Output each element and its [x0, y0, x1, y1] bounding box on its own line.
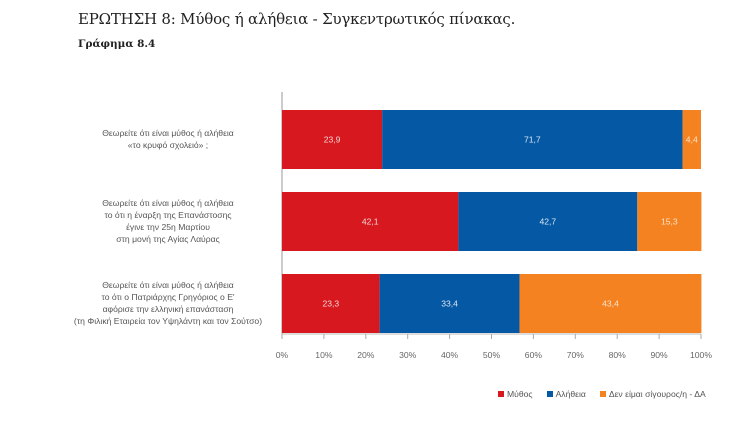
x-tick-label: 20%	[357, 350, 375, 360]
legend-label: Αλήθεια	[555, 389, 586, 399]
category-label-line: αφόρισε την ελληνική επανάσταση	[102, 303, 234, 314]
legend-item: Αλήθεια	[546, 389, 586, 399]
bar-segment	[282, 110, 383, 169]
legend-item: Μύθος	[498, 389, 533, 399]
category-label: Θεωρείτε ότι είναι μύθος ή αλήθεια «το κρ…	[60, 127, 276, 151]
legend-label: Μύθος	[507, 389, 533, 399]
x-tick-label: 100%	[690, 350, 712, 360]
category-label-line: το ότι ο Πατριάρχης Γρηγόριος ο Ε'	[101, 291, 235, 302]
bar-segment	[379, 274, 520, 333]
x-tick-label: 40%	[441, 350, 459, 360]
data-label: 42,1	[362, 217, 379, 227]
x-tick-label: 30%	[399, 350, 417, 360]
x-tick-label: 0%	[276, 350, 289, 360]
data-label: 23,3	[322, 299, 339, 309]
x-tick-label: 60%	[525, 350, 543, 360]
bar-segment	[519, 274, 702, 333]
data-label: 42,7	[539, 217, 556, 227]
data-label: 71,7	[524, 135, 541, 145]
bar-segment	[682, 110, 701, 169]
x-tick-label: 80%	[609, 350, 627, 360]
legend-item: Δεν είμαι σίγουρος/η - ΔΑ	[599, 389, 706, 399]
legend-label: Δεν είμαι σίγουρος/η - ΔΑ	[608, 389, 706, 399]
category-label-line: Θεωρείτε ότι είναι μύθος ή αλήθεια	[102, 279, 234, 290]
legend-swatch	[498, 391, 504, 397]
data-label: 43,4	[602, 299, 619, 309]
bar-segment	[282, 192, 459, 251]
category-label-line: στη μονή της Αγίας Λαύρας	[116, 233, 220, 244]
category-label: Θεωρείτε ότι είναι μύθος ή αλήθεια το ότι…	[60, 197, 276, 245]
category-label: Θεωρείτε ότι είναι μύθος ή αλήθεια το ότι…	[60, 279, 276, 327]
data-label: 23,9	[324, 135, 341, 145]
page-title: ΕΡΩΤΗΣΗ 8: Μύθος ή αλήθεια - Συγκεντρωτι…	[78, 10, 516, 28]
x-tick-label: 70%	[567, 350, 585, 360]
x-tick-label: 50%	[483, 350, 501, 360]
category-label-line: έγινε την 25η Μαρτίου	[126, 221, 210, 232]
data-label: 33,4	[441, 299, 458, 309]
chart-legend: Μύθος Αλήθεια Δεν είμαι σίγουρος/η - ΔΑ	[498, 389, 706, 399]
category-label-line: Θεωρείτε ότι είναι μύθος ή αλήθεια	[102, 127, 234, 138]
legend-swatch	[546, 391, 553, 397]
legend-swatch	[599, 391, 606, 397]
category-label-line: «το κρυφό σχολειό» ;	[127, 139, 209, 150]
category-label-line: (τη Φιλική Εταιρεία τον Υψηλάντη και τον…	[73, 315, 263, 326]
bar-segment	[637, 192, 702, 251]
category-label-line: το ότι η έναρξη της Επανάστοσης	[104, 209, 232, 220]
chart-subtitle: Γράφημα 8.4	[78, 38, 156, 50]
x-tick-label: 10%	[315, 350, 333, 360]
x-tick-label: 90%	[650, 350, 668, 360]
bar-segment	[282, 274, 380, 333]
bar-segment	[382, 110, 683, 169]
data-label: 4,4	[686, 135, 698, 145]
data-label: 15,3	[661, 217, 678, 227]
bar-segment	[458, 192, 638, 251]
category-label-line: Θεωρείτε ότι είναι μύθος ή αλήθεια	[102, 197, 234, 208]
